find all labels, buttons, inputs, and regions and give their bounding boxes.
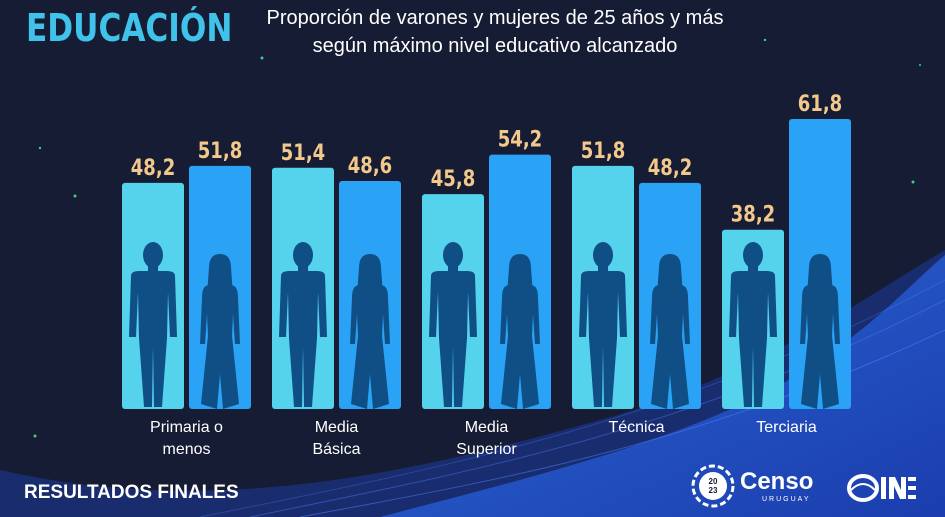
man-silhouette-icon — [729, 242, 777, 407]
woman-silhouette-icon — [200, 254, 240, 409]
censo-logo-icon: 20 23 — [691, 464, 735, 508]
value-label-0-4: 38,2 — [731, 201, 775, 227]
woman-silhouette-icon — [350, 254, 390, 409]
value-label-0-0: 48,2 — [131, 154, 175, 180]
censo-logo-subtext: URUGUAY — [762, 496, 811, 503]
value-label-1-1: 48,6 — [348, 152, 392, 178]
value-label-0-1: 51,4 — [281, 139, 325, 165]
censo-logo-text: Censo — [740, 468, 814, 495]
value-label-1-4: 61,8 — [798, 90, 842, 116]
value-label-1-3: 48,2 — [648, 154, 692, 180]
woman-silhouette-icon — [650, 254, 690, 409]
chart-title-line2: según máximo nivel educativo alcanzado — [312, 35, 678, 57]
category-label-4: Terciaria — [756, 419, 817, 436]
chart-title: Proporción de varones y mujeres de 25 añ… — [230, 4, 760, 60]
results-label: RESULTADOS FINALES — [24, 482, 239, 503]
man-silhouette-icon — [579, 242, 627, 407]
value-label-0-3: 51,8 — [581, 137, 625, 163]
value-label-1-2: 54,2 — [498, 126, 542, 152]
category-label-0: Primaria o — [150, 419, 223, 436]
category-label-1: Básica — [312, 441, 360, 458]
censo-year-top: 20 — [709, 477, 718, 486]
chart-title-line1: Proporción de varones y mujeres de 25 añ… — [266, 7, 724, 29]
man-silhouette-icon — [279, 242, 327, 407]
category-label-2: Media — [465, 419, 509, 436]
category-label-0: menos — [162, 441, 210, 458]
woman-silhouette-icon — [500, 254, 540, 409]
category-label-2: Superior — [456, 441, 517, 458]
man-silhouette-icon — [129, 242, 177, 407]
value-label-0-2: 45,8 — [431, 165, 475, 191]
censo-year-bottom: 23 — [709, 486, 718, 495]
woman-silhouette-icon — [800, 254, 840, 409]
ine-logo-icon — [847, 474, 916, 502]
category-label-3: Técnica — [608, 419, 664, 436]
man-silhouette-icon — [429, 242, 477, 407]
category-label-1: Media — [315, 419, 359, 436]
value-label-1-0: 51,8 — [198, 137, 242, 163]
section-title: EDUCACIÓN — [26, 6, 233, 50]
